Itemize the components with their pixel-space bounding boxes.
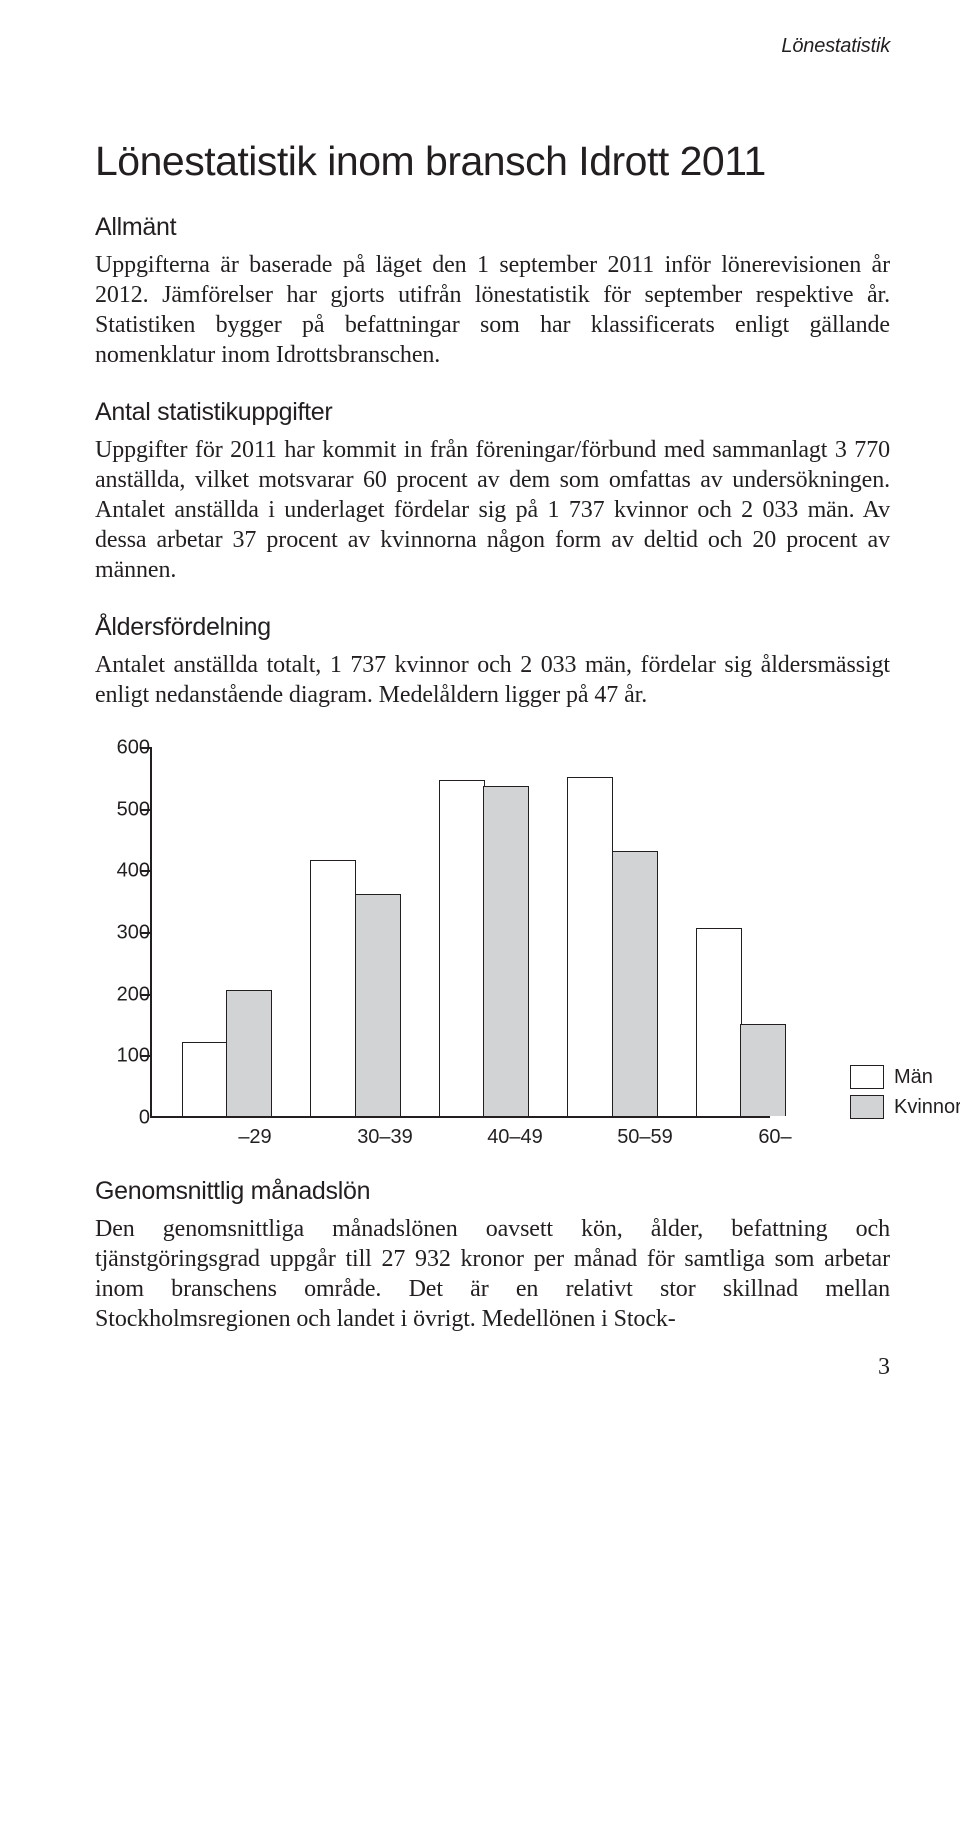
legend-item-men: Män — [850, 1065, 960, 1089]
legend-label-women: Kvinnor — [894, 1096, 960, 1119]
chart-bar — [612, 851, 658, 1116]
chart-x-tick-label: 30–39 — [320, 1126, 450, 1149]
section-body-alder: Antalet anställda totalt, 1 737 kvinnor … — [95, 650, 890, 710]
chart-bar — [226, 990, 272, 1116]
age-distribution-chart: 6005004003002001000 –2930–3940–4950–5960… — [95, 748, 890, 1149]
section-heading-antal: Antal statistikuppgifter — [95, 398, 890, 427]
chart-bar-group — [310, 860, 400, 1116]
chart-bar — [483, 786, 529, 1116]
section-heading-allmant: Allmänt — [95, 213, 890, 242]
chart-legend: Män Kvinnor — [850, 1059, 960, 1119]
chart-bar-group — [567, 777, 657, 1116]
running-header: Lönestatistik — [95, 35, 890, 58]
section-heading-lon: Genomsnittlig månadslön — [95, 1177, 890, 1206]
chart-x-tick-label: –29 — [190, 1126, 320, 1149]
section-body-lon: Den genomsnittliga månadslönen oavsett k… — [95, 1214, 890, 1334]
legend-item-women: Kvinnor — [850, 1095, 960, 1119]
chart-bar — [310, 860, 356, 1116]
chart-x-tick-label: 40–49 — [450, 1126, 580, 1149]
section-heading-alder: Åldersfördelning — [95, 613, 890, 642]
section-body-antal: Uppgifter för 2011 har kommit in från fö… — [95, 435, 890, 585]
page-title: Lönestatistik inom bransch Idrott 2011 — [95, 138, 890, 185]
chart-bar-group — [182, 990, 272, 1116]
chart-x-axis: –2930–3940–4950–5960– — [160, 1126, 840, 1149]
chart-bar-group — [439, 780, 529, 1116]
chart-bar — [696, 928, 742, 1116]
chart-x-tick-label: 50–59 — [580, 1126, 710, 1149]
chart-plot-area — [150, 748, 770, 1118]
chart-x-tick-label: 60– — [710, 1126, 840, 1149]
legend-label-men: Män — [894, 1066, 933, 1089]
chart-bar-group — [696, 928, 786, 1116]
chart-bar — [182, 1042, 228, 1116]
chart-bar — [355, 894, 401, 1116]
legend-swatch-men — [850, 1065, 884, 1089]
section-body-allmant: Uppgifterna är baserade på läget den 1 s… — [95, 250, 890, 370]
legend-swatch-women — [850, 1095, 884, 1119]
page-number: 3 — [95, 1354, 890, 1381]
chart-bar — [439, 780, 485, 1116]
chart-bar — [567, 777, 613, 1116]
chart-bar — [740, 1024, 786, 1117]
